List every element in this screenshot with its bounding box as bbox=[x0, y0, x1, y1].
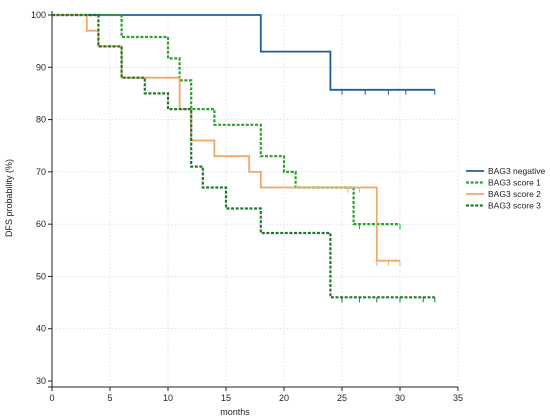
y-tick-label: 70 bbox=[36, 167, 46, 177]
x-tick-label: 10 bbox=[163, 393, 173, 403]
series-line-2 bbox=[52, 13, 400, 226]
x-tick-label: 35 bbox=[453, 393, 463, 403]
x-axis-label: months bbox=[220, 407, 250, 417]
x-tick-label: 20 bbox=[279, 393, 289, 403]
legend-label: BAG3 score 1 bbox=[488, 178, 541, 188]
y-tick-label: 40 bbox=[36, 324, 46, 334]
y-tick-label: 90 bbox=[36, 62, 46, 72]
y-tick-label: 50 bbox=[36, 271, 46, 281]
y-tick-label: 100 bbox=[31, 10, 46, 20]
legend-label: BAG3 score 3 bbox=[488, 201, 541, 211]
y-tick-label: 30 bbox=[36, 376, 46, 386]
series-line-1 bbox=[52, 14, 435, 91]
x-tick-label: 5 bbox=[107, 393, 112, 403]
y-tick-label: 80 bbox=[36, 115, 46, 125]
x-tick-label: 30 bbox=[395, 393, 405, 403]
y-tick-label: 60 bbox=[36, 219, 46, 229]
x-tick-label: 25 bbox=[337, 393, 347, 403]
x-tick-label: 15 bbox=[221, 393, 231, 403]
legend-label: BAG3 score 2 bbox=[488, 189, 541, 199]
x-tick-label: 0 bbox=[49, 393, 54, 403]
grid-layer bbox=[52, 14, 459, 381]
legend-label: BAG3 negative bbox=[488, 166, 545, 176]
y-axis-label: DFS probability (%) bbox=[4, 159, 14, 237]
axes-layer: 30 40 50 60 70 80 90 100 0 5 10 15 20 25 30 35 bbox=[31, 10, 463, 403]
series-layer bbox=[52, 13, 436, 303]
series-line-4 bbox=[52, 13, 435, 299]
